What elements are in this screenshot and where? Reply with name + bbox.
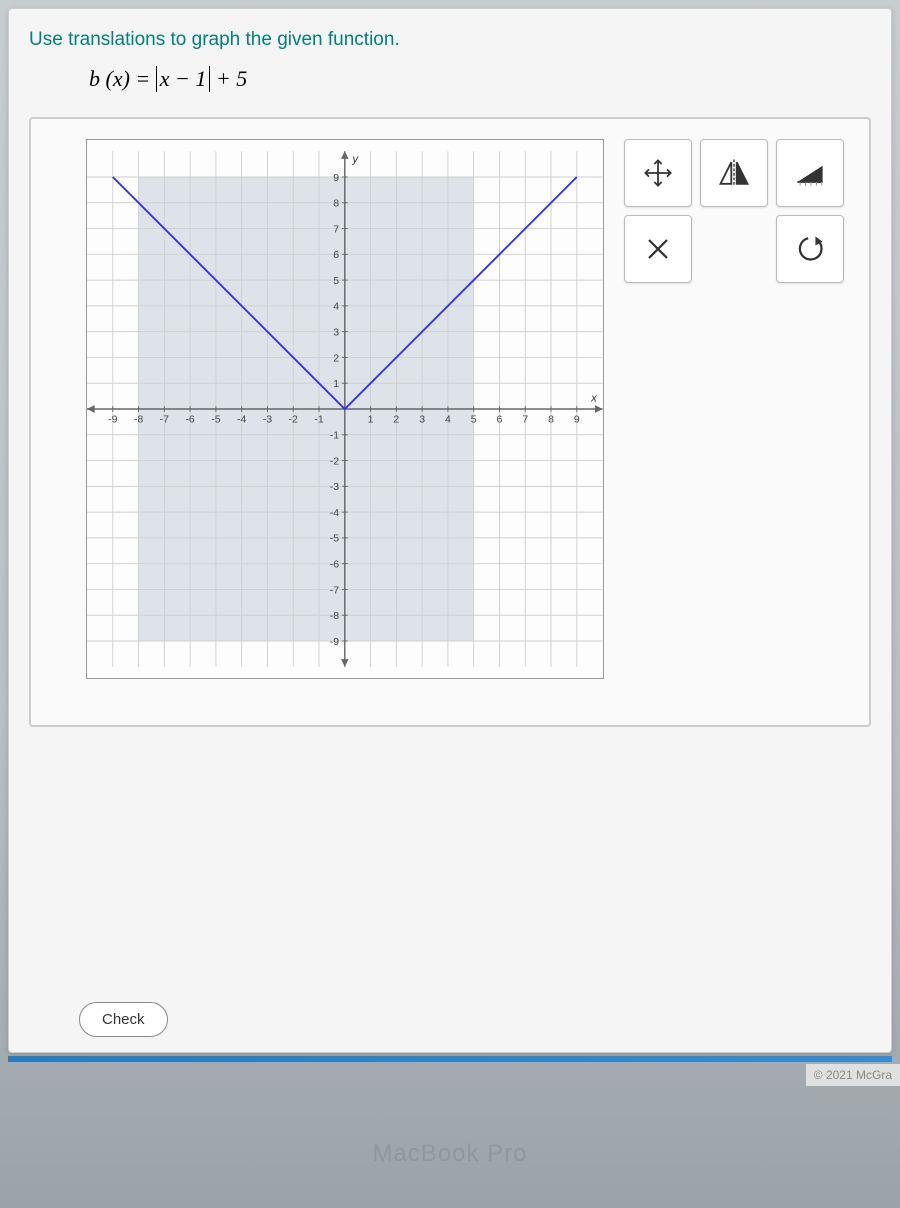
- svg-text:-2: -2: [289, 414, 298, 426]
- copyright-text: © 2021 McGra: [806, 1064, 900, 1086]
- move-tool[interactable]: [624, 139, 692, 207]
- svg-text:-7: -7: [330, 585, 339, 597]
- svg-text:9: 9: [333, 172, 339, 184]
- fill-tool[interactable]: [776, 139, 844, 207]
- fill-icon: [792, 155, 828, 191]
- svg-text:-4: -4: [330, 507, 339, 519]
- graph-canvas[interactable]: -9 -8 -7 -6 -5 -4 -3 -2 -1 1 2 3 4 5 6 7 8 9 -9 -8 -7 -6 -5 -4 -…: [86, 139, 604, 679]
- reflect-icon: [716, 155, 752, 191]
- svg-text:-7: -7: [160, 414, 169, 426]
- svg-text:9: 9: [574, 414, 580, 426]
- svg-text:2: 2: [333, 353, 339, 365]
- move-icon: [640, 155, 676, 191]
- svg-text:-4: -4: [237, 414, 246, 426]
- svg-text:x: x: [590, 393, 598, 405]
- check-button[interactable]: Check: [79, 1002, 168, 1037]
- svg-text:-6: -6: [185, 414, 194, 426]
- svg-text:y: y: [351, 154, 359, 166]
- svg-text:-8: -8: [330, 610, 339, 622]
- svg-text:5: 5: [333, 275, 339, 287]
- toolbox: [624, 139, 844, 283]
- svg-text:7: 7: [333, 224, 339, 236]
- work-area: -9 -8 -7 -6 -5 -4 -3 -2 -1 1 2 3 4 5 6 7 8 9 -9 -8 -7 -6 -5 -4 -…: [29, 117, 871, 727]
- exercise-panel: Use translations to graph the given func…: [8, 8, 892, 1053]
- svg-text:-8: -8: [134, 414, 143, 426]
- svg-text:-5: -5: [330, 533, 339, 545]
- svg-text:-2: -2: [330, 456, 339, 468]
- svg-text:-9: -9: [108, 414, 117, 426]
- svg-text:8: 8: [333, 198, 339, 210]
- laptop-brand-label: MacBook Pro: [372, 1140, 527, 1168]
- equation-display: b (x) = x − 1 + 5: [89, 66, 871, 92]
- svg-text:-1: -1: [314, 414, 323, 426]
- svg-text:-5: -5: [211, 414, 220, 426]
- svg-text:1: 1: [333, 378, 339, 390]
- reset-tool[interactable]: [776, 215, 844, 283]
- svg-text:5: 5: [471, 414, 477, 426]
- reflect-tool[interactable]: [700, 139, 768, 207]
- svg-text:-6: -6: [330, 559, 339, 571]
- instruction-text: Use translations to graph the given func…: [29, 29, 871, 51]
- svg-text:3: 3: [333, 327, 339, 339]
- reset-icon: [792, 231, 828, 267]
- svg-text:-3: -3: [263, 414, 272, 426]
- svg-text:-1: -1: [330, 430, 339, 442]
- svg-text:8: 8: [548, 414, 554, 426]
- svg-text:2: 2: [393, 414, 399, 426]
- svg-text:1: 1: [368, 414, 374, 426]
- svg-text:6: 6: [497, 414, 503, 426]
- progress-bar: [8, 1056, 892, 1062]
- svg-text:-9: -9: [330, 636, 339, 648]
- svg-text:4: 4: [445, 414, 451, 426]
- svg-text:-3: -3: [330, 482, 339, 494]
- svg-text:3: 3: [419, 414, 425, 426]
- svg-text:4: 4: [333, 301, 339, 313]
- svg-text:7: 7: [522, 414, 528, 426]
- delete-tool[interactable]: [624, 215, 692, 283]
- svg-text:6: 6: [333, 250, 339, 262]
- close-icon: [640, 231, 676, 267]
